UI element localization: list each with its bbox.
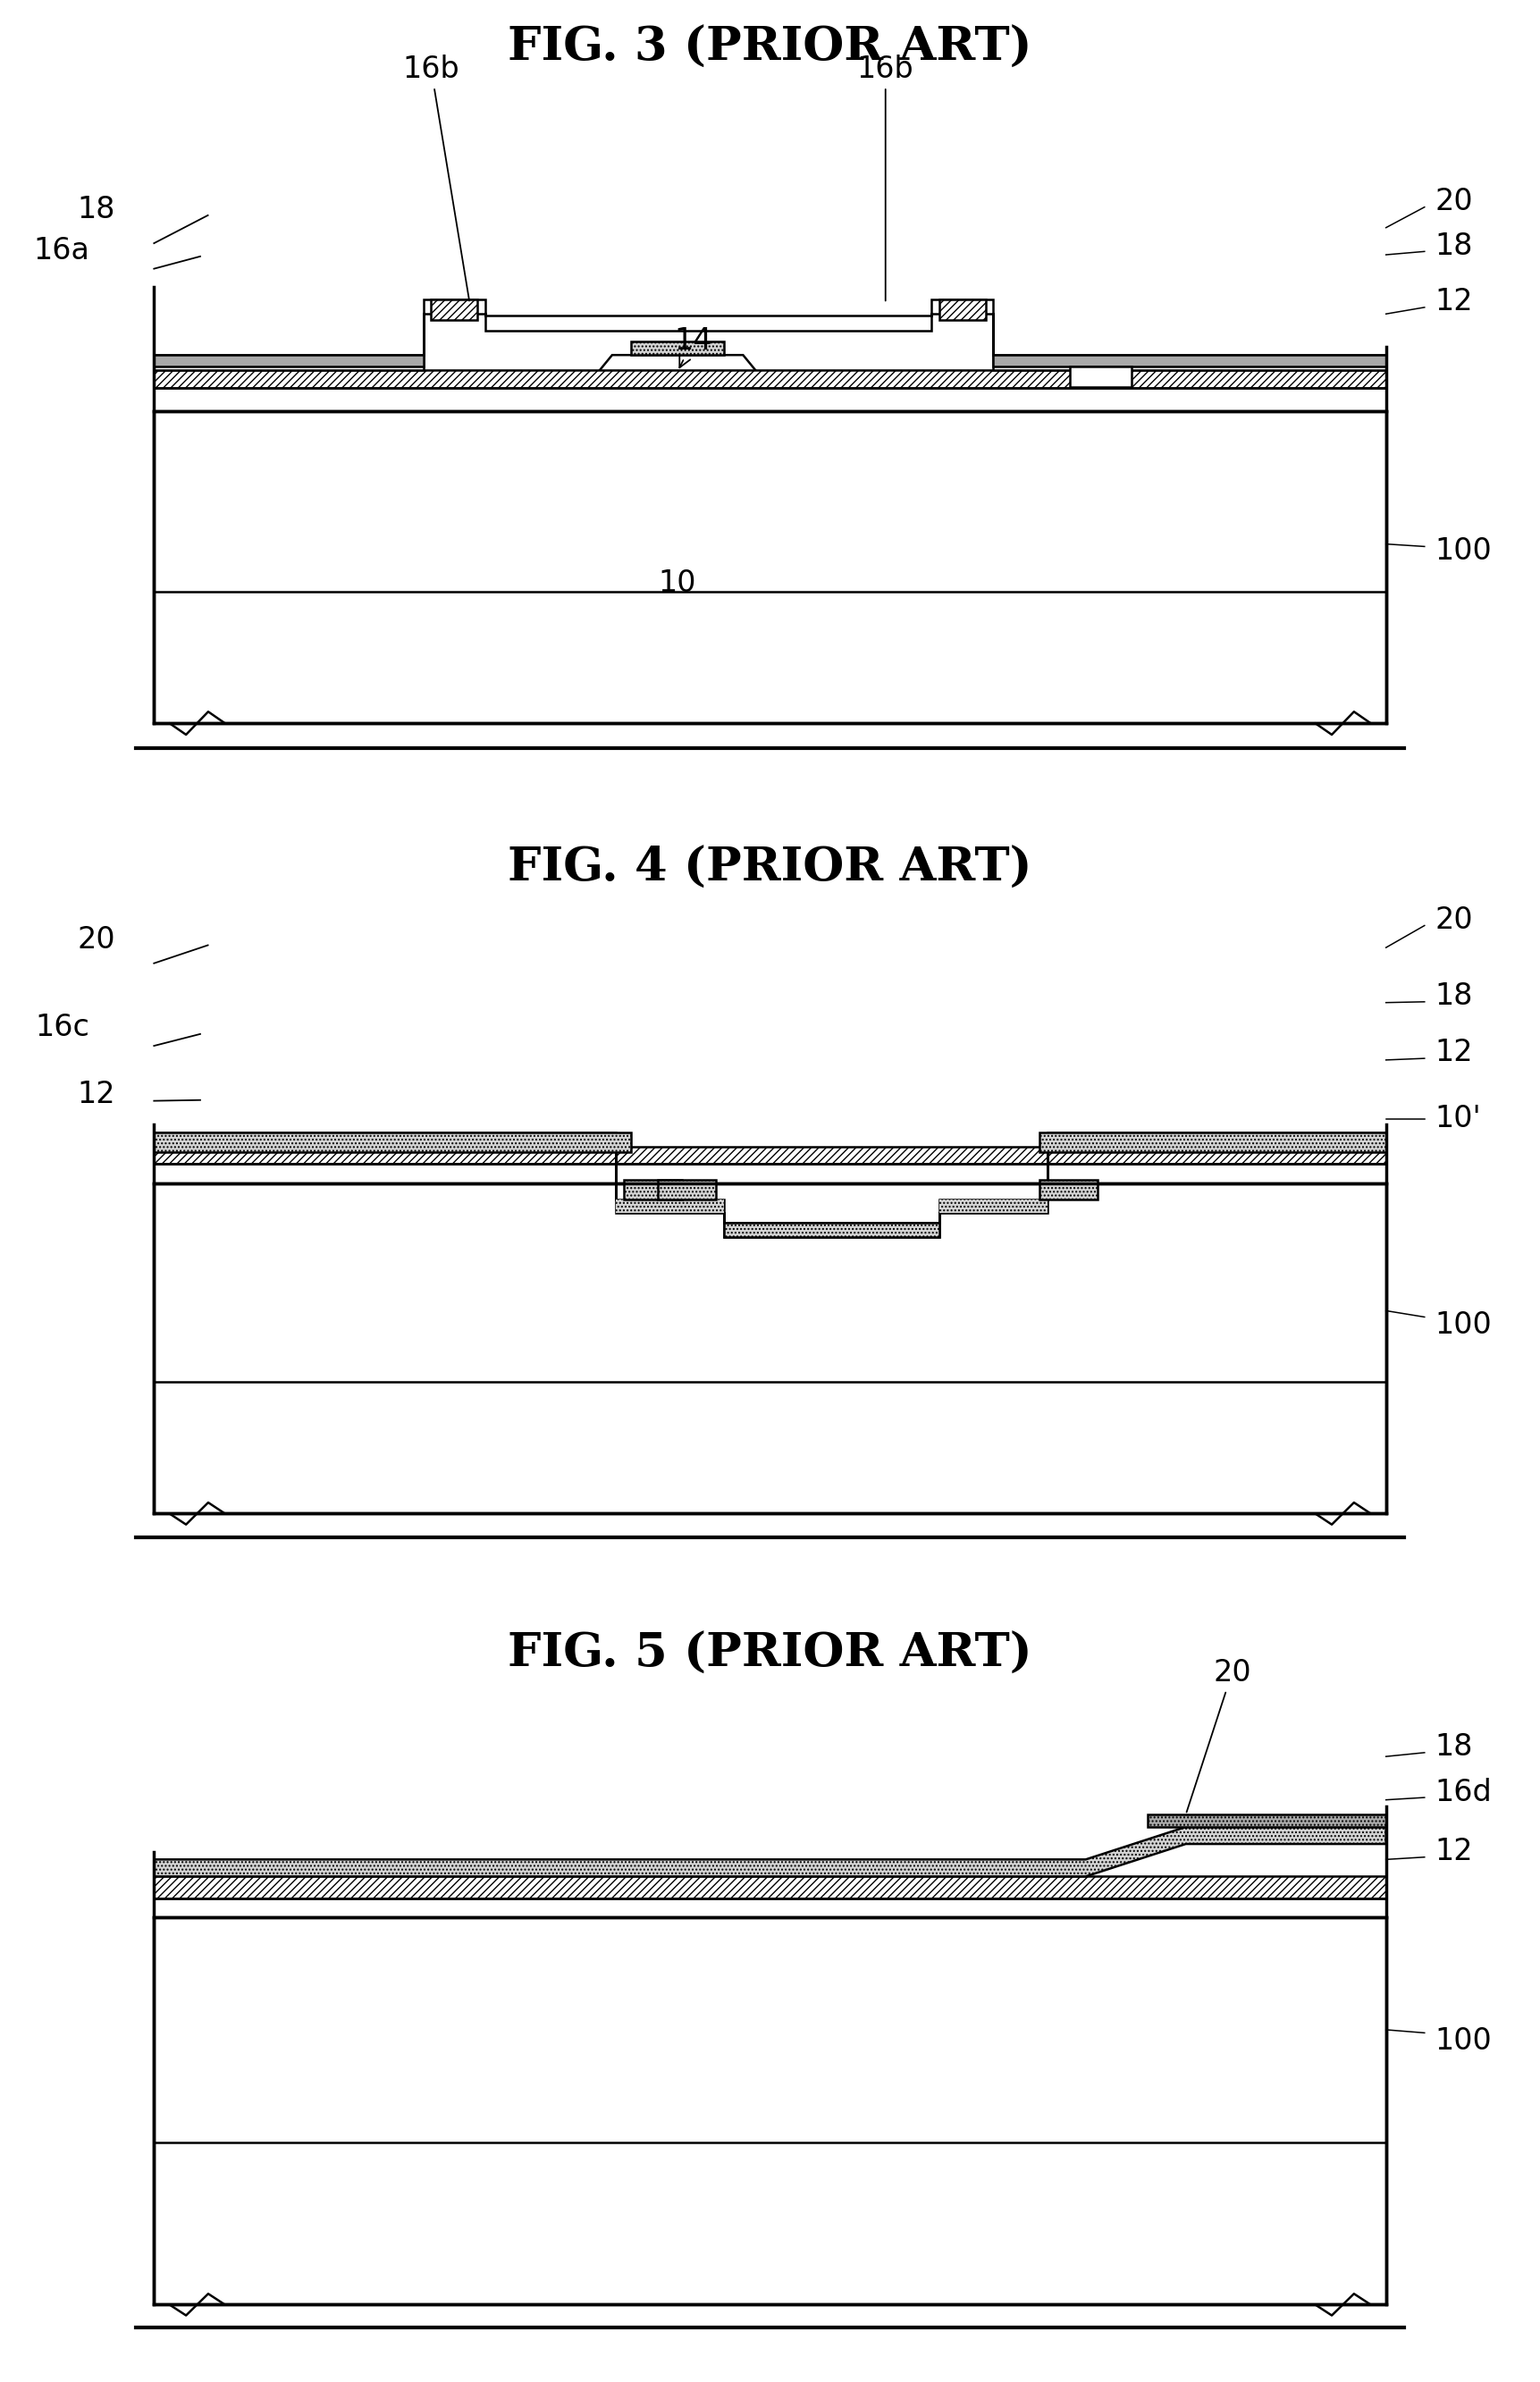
Polygon shape <box>939 1198 1047 1212</box>
Text: 16b: 16b <box>403 55 470 300</box>
Bar <box>154 1146 1386 1165</box>
Polygon shape <box>154 1827 1386 1877</box>
Text: 18: 18 <box>1435 231 1474 262</box>
Text: 10': 10' <box>1435 1105 1481 1134</box>
Polygon shape <box>154 1131 1386 1236</box>
Text: 20: 20 <box>1435 186 1474 217</box>
Bar <box>154 1184 1386 1513</box>
Text: FIG. 3 (PRIOR ART): FIG. 3 (PRIOR ART) <box>508 24 1032 69</box>
Text: 12: 12 <box>77 1079 116 1110</box>
Text: FIG. 5 (PRIOR ART): FIG. 5 (PRIOR ART) <box>508 1632 1032 1677</box>
Bar <box>1040 1179 1098 1198</box>
Text: 18: 18 <box>1435 1732 1474 1763</box>
Text: FIG. 4 (PRIOR ART): FIG. 4 (PRIOR ART) <box>508 846 1032 891</box>
Bar <box>154 355 424 367</box>
Text: 12: 12 <box>1435 1837 1474 1867</box>
Text: 16a: 16a <box>34 236 89 264</box>
Text: 14: 14 <box>675 326 711 367</box>
Text: 100: 100 <box>1435 1310 1492 1339</box>
Text: 20: 20 <box>1186 1658 1250 1813</box>
Text: 16c: 16c <box>35 1012 89 1043</box>
Bar <box>631 343 724 355</box>
Bar <box>154 1918 1386 2306</box>
Text: 100: 100 <box>1435 2027 1492 2056</box>
Polygon shape <box>154 300 1386 369</box>
Polygon shape <box>616 1198 724 1212</box>
Text: 12: 12 <box>1435 286 1474 317</box>
Text: 10: 10 <box>659 569 696 598</box>
Text: 18: 18 <box>77 195 116 224</box>
Text: 16b: 16b <box>858 55 913 300</box>
Text: 16d: 16d <box>1435 1777 1492 1808</box>
Bar <box>154 369 1386 388</box>
Text: 20: 20 <box>77 924 116 955</box>
Bar <box>658 1179 716 1198</box>
Bar <box>1040 1131 1386 1153</box>
Polygon shape <box>585 355 770 388</box>
Text: 12: 12 <box>1435 1039 1474 1067</box>
Bar <box>624 1179 682 1198</box>
Text: 20: 20 <box>1435 905 1474 934</box>
Bar <box>431 300 477 319</box>
Bar <box>154 410 1386 724</box>
Polygon shape <box>1070 367 1132 386</box>
Text: 18: 18 <box>1435 981 1474 1010</box>
Bar <box>154 1131 631 1153</box>
Bar <box>154 1877 1386 1898</box>
Bar <box>939 300 986 319</box>
Text: 100: 100 <box>1435 536 1492 565</box>
Bar <box>1147 1815 1386 1827</box>
Bar <box>993 355 1386 367</box>
Polygon shape <box>724 1222 939 1236</box>
